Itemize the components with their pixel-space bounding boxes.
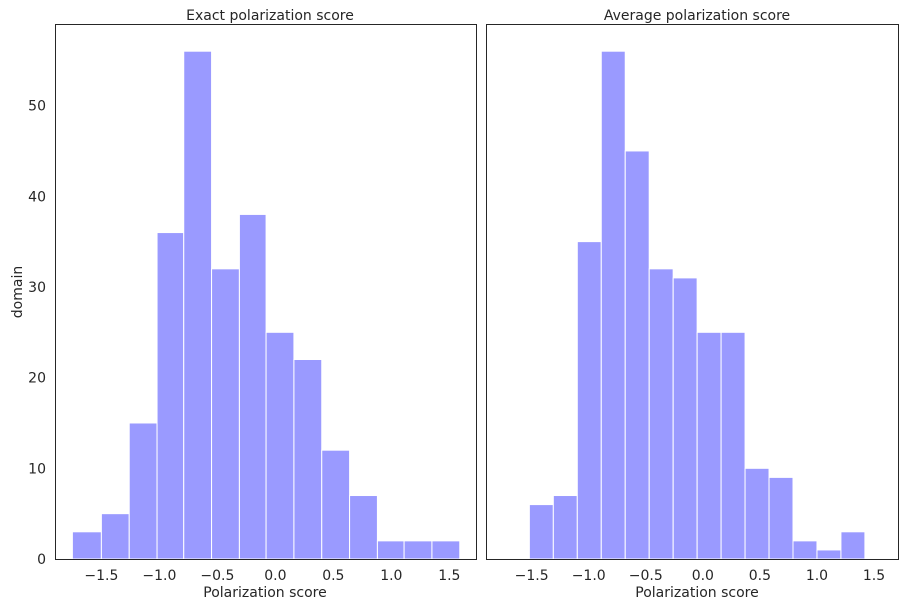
- average-bar-5: [648, 268, 674, 560]
- exact-x-tick-label: 0.5: [322, 568, 344, 584]
- average-x-tick-label: −1.0: [572, 568, 606, 584]
- average-x-axis-label: Polarization score: [635, 585, 758, 601]
- average-bars: [528, 50, 866, 560]
- exact-y-tick-label: 10: [28, 461, 46, 477]
- average-bar-11: [792, 540, 818, 560]
- exact-panel-title: Exact polarization score: [186, 8, 354, 24]
- exact-bar-1: [100, 513, 130, 560]
- exact-y-tick-label: 20: [28, 371, 46, 387]
- average-score-panel: Average polarization score −1.5 −1.0 −0.5 0…: [486, 8, 899, 601]
- average-bar-12: [816, 549, 842, 560]
- average-bar-6: [672, 277, 698, 560]
- exact-bar-5: [211, 268, 240, 560]
- average-bar-0: [528, 504, 554, 560]
- average-x-tick-label: 0.5: [749, 568, 771, 584]
- exact-bar-7: [265, 331, 295, 560]
- exact-bar-8: [293, 359, 323, 560]
- exact-bar-12: [403, 540, 433, 560]
- exact-bar-10: [349, 495, 378, 560]
- exact-y-tick-label: 0: [37, 552, 46, 568]
- average-bar-7: [696, 331, 722, 560]
- average-bar-4: [624, 150, 650, 560]
- exact-x-tick-label: 1.0: [380, 568, 402, 584]
- exact-x-tick-label: −0.5: [200, 568, 234, 584]
- exact-x-tick-label: 0.0: [264, 568, 286, 584]
- exact-x-axis-label: Polarization score: [203, 585, 326, 601]
- exact-y-tick-label: 30: [28, 280, 46, 296]
- y-axis-label: domain: [10, 266, 26, 318]
- average-x-tick-label: −0.5: [629, 568, 663, 584]
- exact-score-panel: Exact polarization score 0 10 20 30 40 50 −1.…: [28, 8, 477, 601]
- exact-bar-0: [71, 531, 102, 560]
- average-bar-1: [552, 495, 578, 560]
- average-bar-3: [600, 50, 626, 560]
- average-bar-9: [744, 467, 770, 560]
- exact-bar-3: [156, 232, 185, 560]
- average-x-tick-label: 1.0: [806, 568, 828, 584]
- exact-x-tick-label: −1.5: [84, 568, 118, 584]
- exact-bar-2: [128, 422, 158, 560]
- exact-x-tick-label: 1.5: [438, 568, 460, 584]
- exact-y-ticks: 0 10 20 30 40 50: [28, 99, 46, 568]
- average-x-tick-label: 0.0: [692, 568, 714, 584]
- average-x-tick-label: −1.5: [515, 568, 549, 584]
- average-bar-8: [720, 331, 746, 560]
- average-panel-title: Average polarization score: [604, 8, 790, 24]
- exact-y-tick-label: 50: [28, 99, 46, 115]
- average-bar-10: [768, 476, 794, 560]
- exact-y-tick-label: 40: [28, 189, 46, 205]
- average-x-ticks: −1.5 −1.0 −0.5 0.0 0.5 1.0 1.5: [515, 568, 886, 584]
- exact-bar-13: [431, 540, 461, 560]
- exact-bars: [71, 50, 461, 560]
- average-plot-frame: [486, 24, 899, 560]
- exact-x-tick-label: −1.0: [142, 568, 176, 584]
- exact-bar-6: [238, 213, 267, 560]
- average-x-tick-label: 1.5: [863, 568, 885, 584]
- exact-bar-4: [183, 50, 213, 560]
- exact-bar-9: [321, 449, 351, 560]
- average-bar-2: [576, 241, 602, 560]
- exact-bar-11: [376, 540, 405, 560]
- exact-x-ticks: −1.5 −1.0 −0.5 0.0 0.5 1.0 1.5: [84, 568, 460, 584]
- exact-plot-frame: [55, 24, 477, 560]
- average-bar-13: [840, 531, 866, 560]
